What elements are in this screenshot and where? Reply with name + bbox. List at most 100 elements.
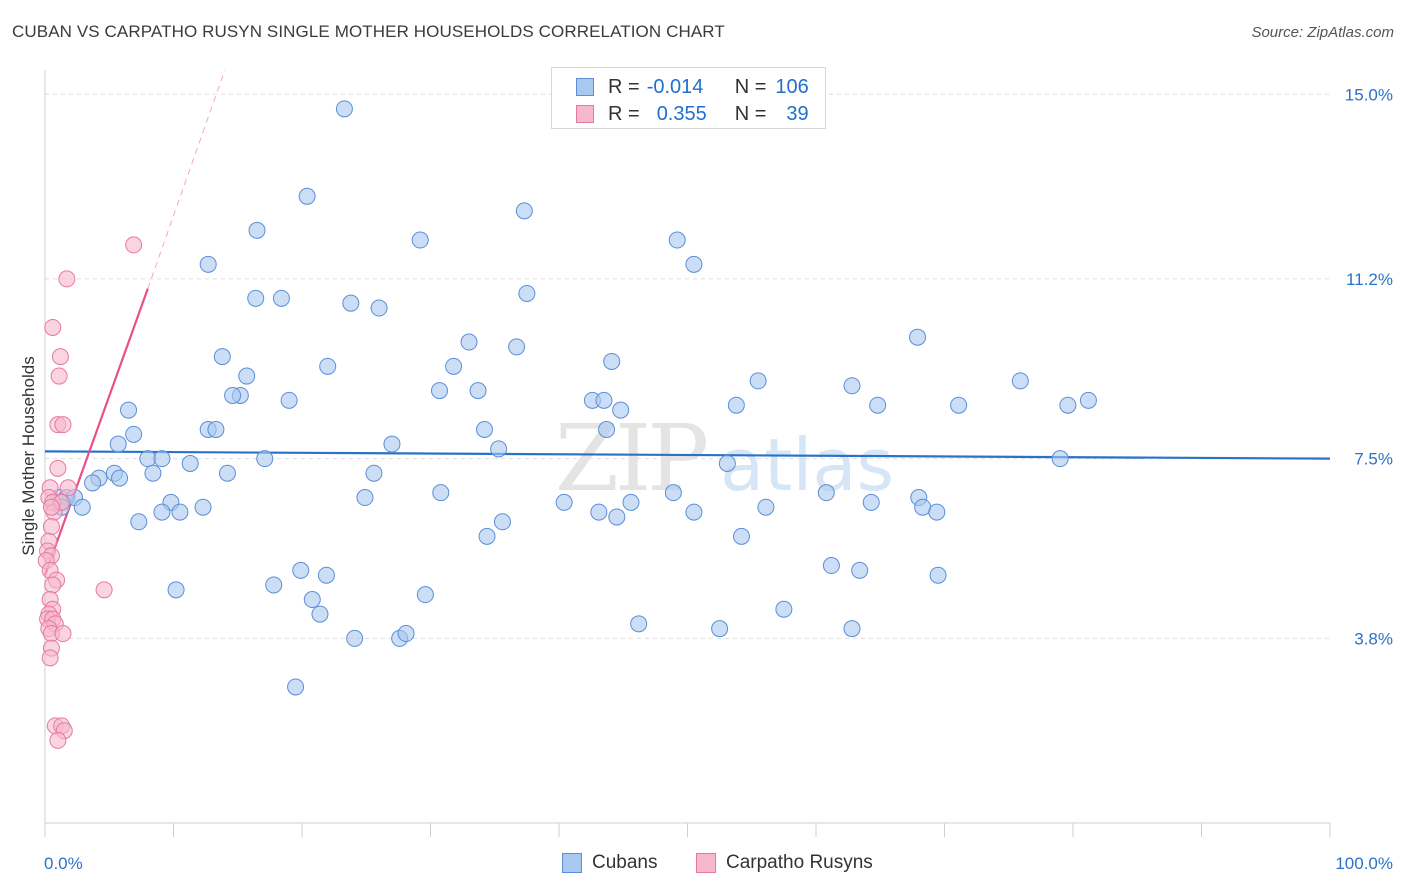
x-tick-label: 0.0% — [44, 854, 83, 873]
cuban-point — [153, 450, 171, 468]
y-axis-label: Single Mother Households — [19, 356, 38, 555]
legend-r-value: 0.355 — [656, 102, 707, 125]
cuban-point — [397, 625, 415, 643]
cuban-point — [929, 566, 947, 584]
legend-box: R = -0.014 N = 106 R = 0.355 N = 39 — [551, 67, 826, 129]
legend-row-carpatho-rusyns: R = 0.355 N = 39 — [576, 101, 809, 127]
carpatho-rusyn-point — [42, 518, 60, 536]
cuban-point — [718, 455, 736, 473]
cuban-point — [139, 450, 157, 468]
cuban-point — [914, 498, 932, 516]
cuban-point — [475, 420, 493, 438]
cuban-point — [153, 503, 171, 521]
y-tick-label: 11.2% — [1346, 270, 1393, 289]
cuban-point — [622, 493, 640, 511]
bottom-legend-swatch-carpatho-rusyns — [696, 853, 716, 873]
cuban-point — [280, 391, 298, 409]
cuban-point — [775, 600, 793, 618]
cuban-point — [590, 503, 608, 521]
cuban-point — [383, 435, 401, 453]
cuban-point — [685, 255, 703, 273]
legend-r-label: R = — [608, 102, 640, 125]
cuban-point — [817, 484, 835, 502]
cuban-point — [265, 576, 283, 594]
cuban-point — [346, 629, 364, 647]
cuban-point — [411, 231, 429, 249]
cuban-point — [843, 377, 861, 395]
cuban-point — [555, 493, 573, 511]
watermark-atlas: atlas — [720, 423, 894, 507]
cuban-point — [668, 231, 686, 249]
bottom-legend-cubans: Cubans — [562, 852, 658, 874]
cuban-point — [757, 498, 775, 516]
cuban-point — [303, 591, 321, 609]
cuban-point — [84, 474, 102, 492]
cuban-point — [612, 401, 630, 419]
chart-title: CUBAN VS CARPATHO RUSYN SINGLE MOTHER HO… — [12, 22, 725, 41]
cuban-point — [490, 440, 508, 458]
cuban-point — [342, 294, 360, 312]
cuban-point — [111, 469, 129, 487]
carpatho-rusyn-point — [49, 459, 67, 477]
cuban-point — [317, 566, 335, 584]
cuban-point — [822, 557, 840, 575]
carpatho-rusyn-trend-line — [43, 288, 149, 576]
cuban-point — [311, 605, 329, 623]
cuban-point — [749, 372, 767, 390]
legend-n-value: 106 — [775, 75, 809, 98]
cuban-point — [335, 100, 353, 118]
cuban-point — [950, 396, 968, 414]
cuban-point — [292, 561, 310, 579]
cuban-point — [73, 498, 91, 516]
axes — [44, 70, 1331, 837]
cuban-point — [218, 464, 236, 482]
y-tick-label: 15.0% — [1345, 85, 1393, 104]
y-tick-label: 3.8% — [1354, 629, 1393, 648]
cuban-point — [256, 450, 274, 468]
y-tick-label: 7.5% — [1354, 450, 1393, 469]
carpatho-rusyn-trend-extension — [147, 69, 226, 289]
carpatho-rusyn-point — [44, 576, 62, 594]
cuban-point — [238, 367, 256, 385]
cuban-point — [508, 338, 526, 356]
cuban-point — [727, 396, 745, 414]
cuban-point — [356, 489, 374, 507]
source-label: Source: ZipAtlas.com — [1251, 24, 1394, 41]
cuban-point — [851, 561, 869, 579]
cuban-point — [843, 620, 861, 638]
cuban-point — [272, 289, 290, 307]
legend-row-cubans: R = -0.014 N = 106 — [576, 74, 809, 100]
cuban-point — [664, 484, 682, 502]
carpatho-rusyn-point — [41, 649, 59, 667]
legend-n-label: N = — [734, 75, 767, 98]
cuban-point — [298, 187, 316, 205]
carpatho-rusyn-point — [58, 270, 76, 288]
cuban-point — [213, 348, 231, 366]
carpatho-rusyn-point — [42, 498, 60, 516]
cuban-point — [171, 503, 189, 521]
cuban-point — [909, 328, 927, 346]
carpatho-rusyn-point — [44, 318, 62, 336]
cuban-point — [199, 255, 217, 273]
carpatho-rusyn-point — [95, 581, 113, 599]
cuban-point — [432, 484, 450, 502]
cuban-point — [869, 396, 887, 414]
cuban-point — [1059, 396, 1077, 414]
bottom-legend-label-cubans: Cubans — [592, 852, 658, 873]
cuban-point — [685, 503, 703, 521]
cuban-point — [862, 493, 880, 511]
cuban-point — [711, 620, 729, 638]
cuban-point — [120, 401, 138, 419]
cuban-point — [287, 678, 305, 696]
cuban-point — [365, 464, 383, 482]
cuban-point — [194, 498, 212, 516]
cuban-point — [469, 382, 487, 400]
watermark: ZIP atlas — [555, 405, 894, 512]
cuban-point — [430, 382, 448, 400]
cuban-point — [144, 464, 162, 482]
cuban-point — [1051, 450, 1069, 468]
carpatho-rusyn-point — [50, 367, 68, 385]
carpatho-rusyn-point — [49, 731, 67, 749]
legend-n-label: N = — [734, 102, 767, 125]
cuban-point — [595, 391, 613, 409]
